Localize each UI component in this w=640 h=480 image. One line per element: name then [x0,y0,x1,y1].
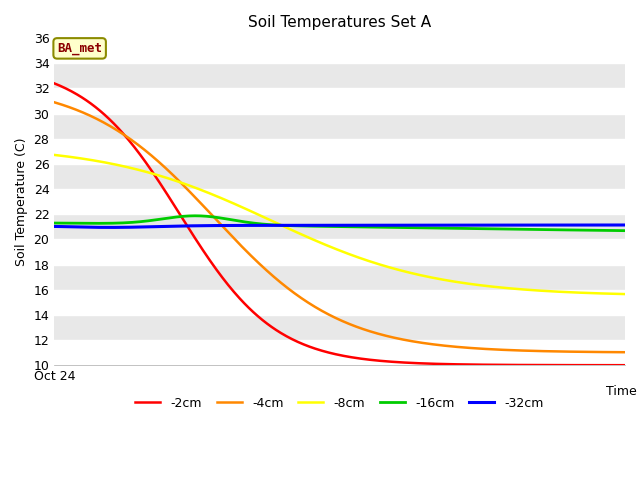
Line: -8cm: -8cm [54,155,625,294]
-16cm [51,220,58,226]
-32cm [609,222,616,228]
Bar [54,315,625,340]
Bar [54,214,625,240]
Bar [54,189,625,214]
-8cm [607,291,615,297]
Bar [54,114,625,139]
-16cm [609,228,616,233]
-2cm [390,359,398,365]
-8cm [51,152,58,158]
Legend: -2cm, -4cm, -8cm, -16cm, -32cm: -2cm, -4cm, -8cm, -16cm, -32cm [131,392,549,415]
Line: -16cm: -16cm [54,216,625,231]
-2cm [325,350,333,356]
-8cm [621,291,629,297]
-4cm [390,335,398,340]
-16cm [391,225,399,230]
-2cm [359,356,367,362]
-32cm [106,225,114,230]
Bar [54,164,625,189]
-32cm [520,222,527,228]
-2cm [518,362,526,368]
-2cm [51,81,58,86]
Line: -2cm: -2cm [54,84,625,365]
-8cm [518,287,526,292]
Y-axis label: Soil Temperature (C): Soil Temperature (C) [15,137,28,266]
-4cm [51,99,58,105]
Bar [54,38,625,63]
-4cm [321,310,329,316]
-32cm [360,222,368,228]
-8cm [325,243,333,249]
-8cm [390,266,398,272]
Bar [54,264,625,290]
Bar [54,139,625,164]
-32cm [326,222,334,228]
Text: BA_met: BA_met [57,42,102,55]
-4cm [621,349,629,355]
X-axis label: Time: Time [605,385,636,398]
-2cm [607,362,615,368]
-32cm [51,224,58,229]
-16cm [520,227,527,232]
Line: -4cm: -4cm [54,102,625,352]
Bar [54,340,625,365]
Bar [54,240,625,264]
Title: Soil Temperatures Set A: Soil Temperatures Set A [248,15,431,30]
-32cm [391,222,399,228]
-4cm [518,348,526,353]
-32cm [621,222,629,228]
-2cm [621,362,629,368]
Bar [54,290,625,315]
-8cm [359,256,367,262]
Line: -32cm: -32cm [54,225,625,228]
-4cm [359,326,367,332]
-4cm [325,312,333,317]
-16cm [326,224,334,229]
-2cm [321,349,329,355]
-16cm [323,224,330,229]
-16cm [360,224,368,230]
-16cm [621,228,629,234]
-4cm [607,349,615,355]
-16cm [191,213,199,219]
-32cm [323,222,330,228]
Bar [54,63,625,88]
Bar [54,88,625,114]
-8cm [321,242,329,248]
